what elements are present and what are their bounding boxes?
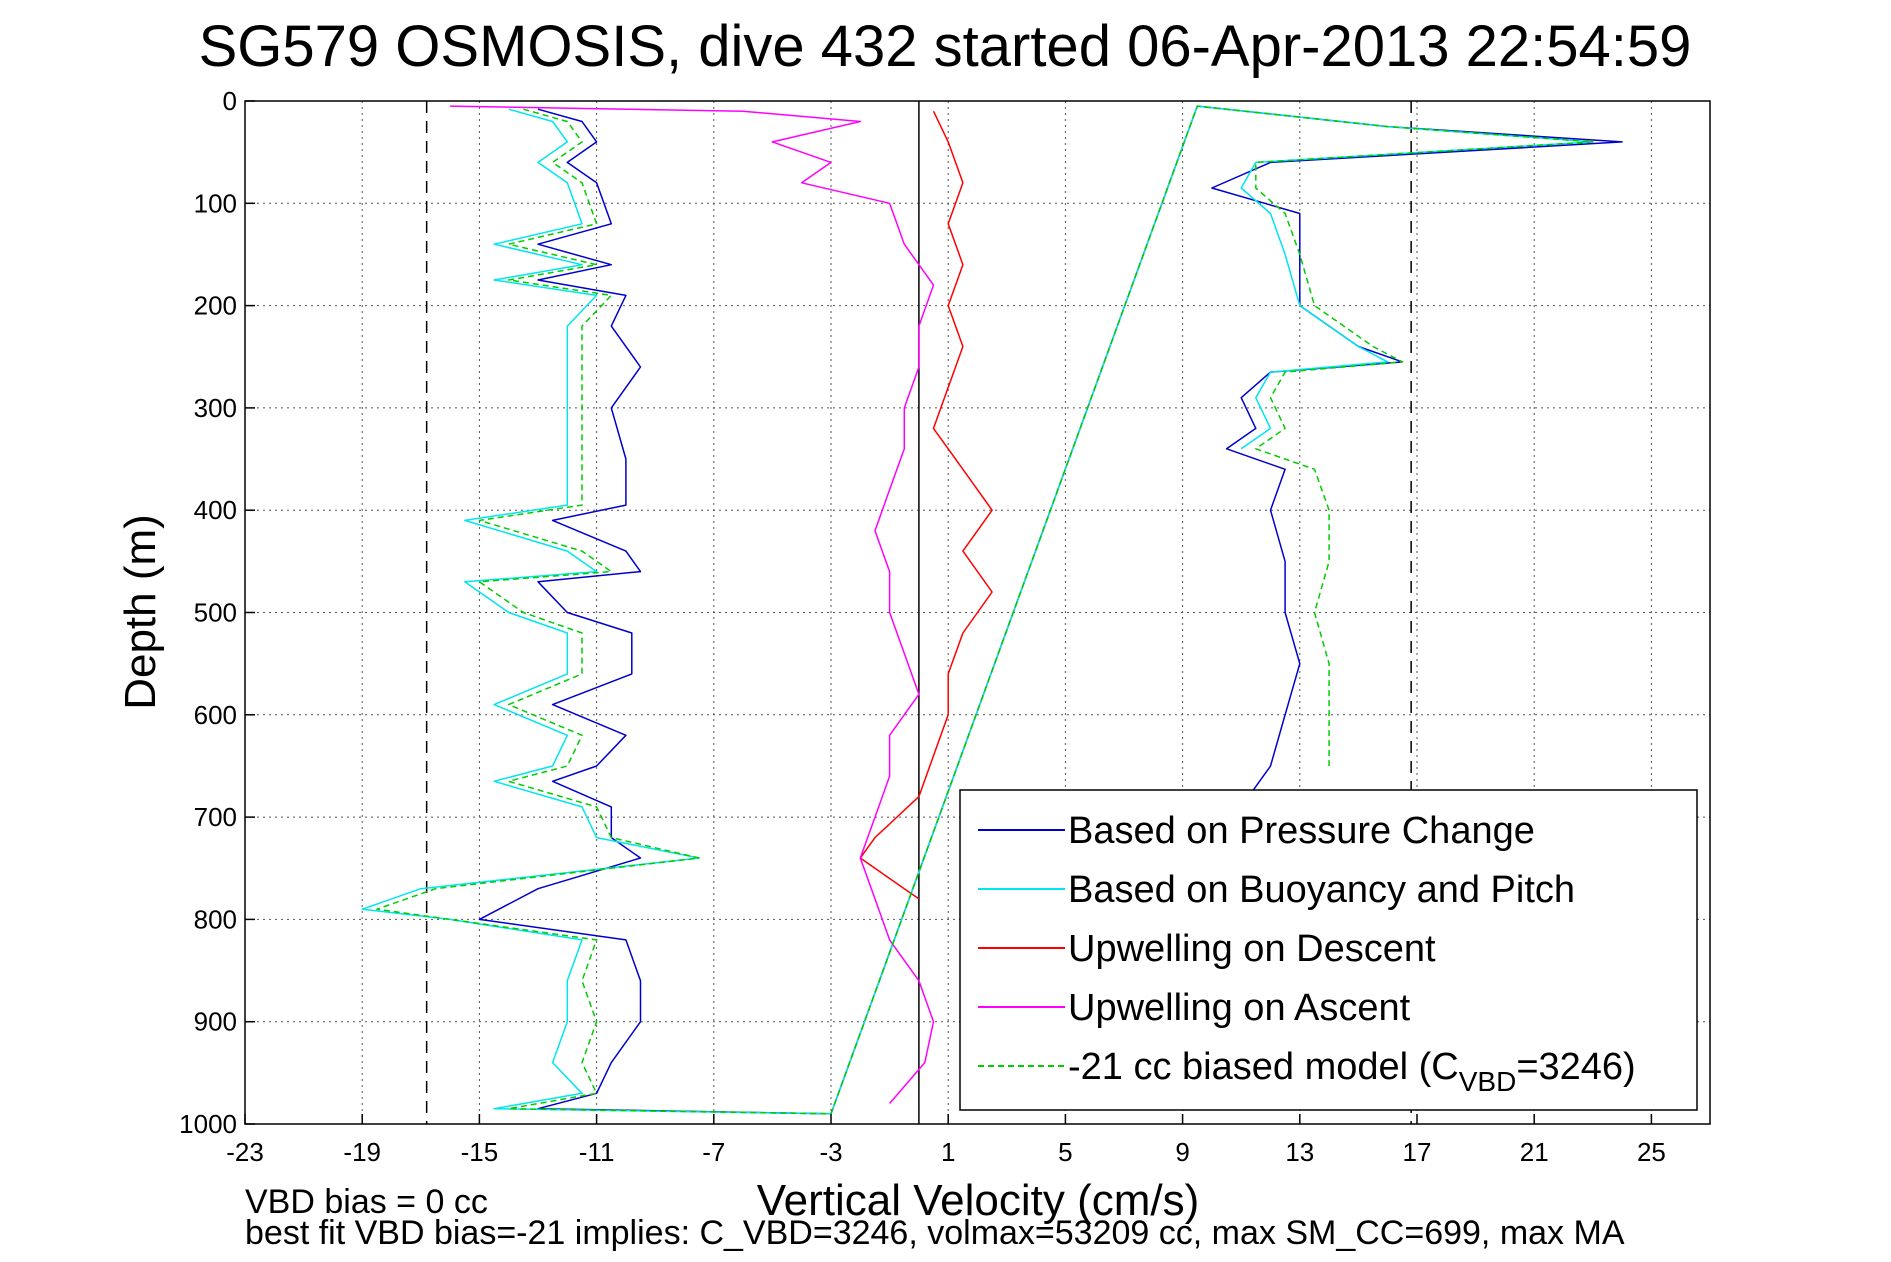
legend-label: Based on Pressure Change: [1068, 810, 1535, 852]
x-ticks: -23 -19 -15 -11 -7 -3 1 5 9 13 17 21 25: [226, 1114, 1666, 1167]
series-line: [376, 105, 1594, 1115]
legend-box: [959, 789, 1698, 1111]
x-tick-label: 21: [1520, 1137, 1549, 1167]
series-line: [478, 105, 1623, 1115]
y-ticks: 0 100 200 300 400 500 600 700 800 900 1000: [179, 86, 255, 1139]
series-lines: [361, 105, 1623, 1115]
y-tick-label: 600: [194, 700, 237, 730]
x-tick-label: -19: [343, 1137, 381, 1167]
legend-label: Based on Buoyancy and Pitch: [1068, 869, 1575, 911]
x-tick-label: 9: [1175, 1137, 1189, 1167]
x-tick-label: 5: [1058, 1137, 1072, 1167]
x-tick-label: -7: [702, 1137, 725, 1167]
y-tick-label: 700: [194, 802, 237, 832]
chart-title: SG579 OSMOSIS, dive 432 started 06-Apr-2…: [199, 14, 1692, 79]
x-tick-label: 13: [1285, 1137, 1314, 1167]
series-line: [361, 105, 1594, 1115]
legend-label: Upwelling on Descent: [1068, 928, 1436, 970]
y-tick-label: 200: [194, 291, 237, 321]
legend: Based on Pressure Change Based on Buoyanc…: [959, 789, 1698, 1111]
series-line: [859, 110, 993, 900]
x-tick-label: 17: [1403, 1137, 1432, 1167]
annotation-vbd-bias: VBD bias = 0 cc: [245, 1183, 488, 1221]
y-tick-label: 400: [194, 495, 237, 525]
y-tick-label: 0: [223, 86, 237, 116]
x-tick-label: -15: [461, 1137, 499, 1167]
y-tick-label: 500: [194, 598, 237, 628]
x-tick-label: -23: [226, 1137, 264, 1167]
y-tick-label: 300: [194, 393, 237, 423]
y-tick-label: 1000: [179, 1109, 237, 1139]
x-tick-label: -3: [819, 1137, 842, 1167]
reference-lines: [425, 101, 1412, 1124]
y-tick-label: 100: [194, 188, 237, 218]
y-tick-label: 800: [194, 904, 237, 934]
x-tick-label: -11: [579, 1137, 615, 1167]
y-tick-label: 900: [194, 1007, 237, 1037]
x-tick-label: 1: [941, 1137, 955, 1167]
legend-label: Upwelling on Ascent: [1068, 987, 1411, 1029]
x-tick-label: 25: [1637, 1137, 1666, 1167]
annotation-best-fit: best fit VBD bias=-21 implies: C_VBD=324…: [245, 1214, 1625, 1252]
series-line: [450, 105, 935, 1104]
y-axis-label: Depth (m): [116, 514, 165, 710]
x-axis-label: Vertical Velocity (cm/s): [757, 1176, 1200, 1225]
